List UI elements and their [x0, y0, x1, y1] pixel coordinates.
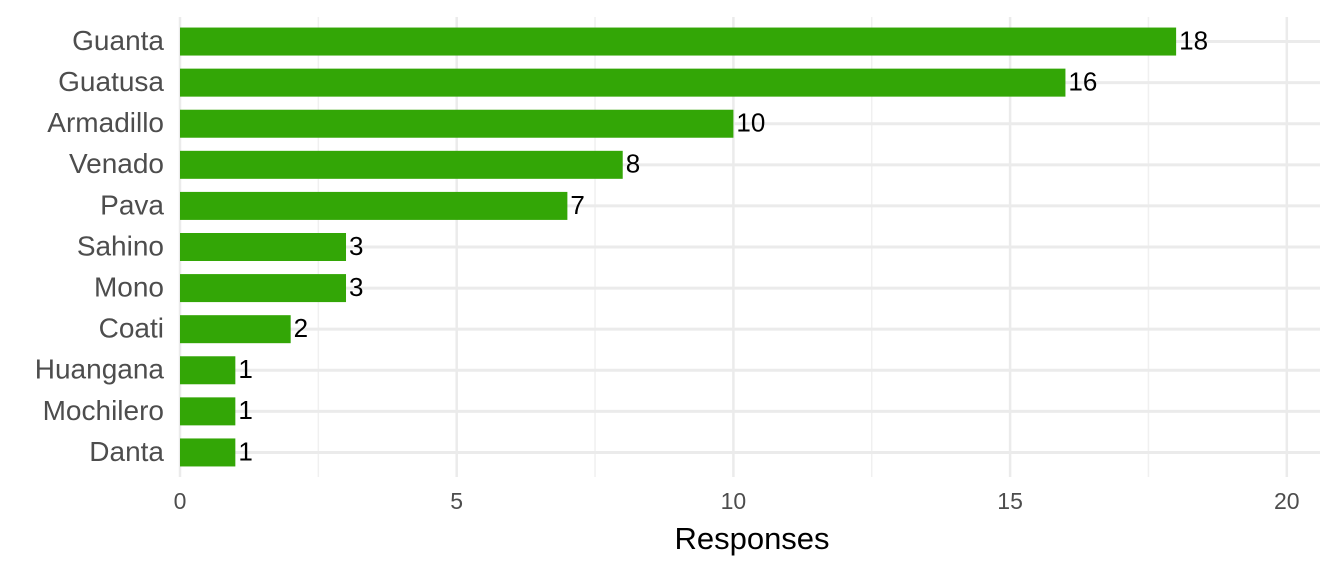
x-tick-label: 10 — [721, 488, 747, 514]
data-label: 8 — [626, 149, 640, 179]
bar — [180, 315, 291, 344]
y-tick-label: Armadillo — [47, 107, 164, 138]
data-label: 16 — [1068, 67, 1097, 97]
y-tick-label: Guatusa — [58, 66, 164, 97]
bar — [180, 68, 1066, 97]
x-tick-label: 5 — [450, 488, 463, 514]
y-tick-label: Huangana — [35, 354, 165, 385]
y-tick-label: Mochilero — [43, 395, 164, 426]
bar — [180, 356, 236, 385]
x-tick-label: 20 — [1274, 488, 1300, 514]
data-label: 1 — [238, 436, 252, 466]
data-label: 3 — [349, 231, 363, 261]
data-label: 1 — [238, 395, 252, 425]
data-label: 1 — [238, 354, 252, 384]
x-tick-label: 15 — [997, 488, 1023, 514]
y-tick-label: Pava — [100, 189, 164, 220]
bar — [180, 191, 568, 220]
x-tick-label: 0 — [174, 488, 187, 514]
bar — [180, 438, 236, 467]
y-tick-label: Coati — [99, 313, 164, 344]
data-label: 7 — [570, 190, 584, 220]
data-label: 2 — [294, 313, 308, 343]
bar — [180, 397, 236, 426]
y-tick-label: Danta — [89, 436, 164, 467]
bar — [180, 274, 347, 303]
bar — [180, 233, 347, 261]
y-tick-label: Venado — [69, 148, 164, 179]
x-axis-title: Responses — [674, 521, 829, 556]
data-label: 18 — [1179, 25, 1208, 55]
bar — [180, 109, 734, 138]
data-label: 3 — [349, 272, 363, 302]
y-tick-label: Guanta — [72, 25, 164, 56]
y-tick-label: Mono — [94, 271, 164, 302]
y-tick-label: Sahino — [77, 230, 164, 261]
bar — [180, 150, 623, 179]
data-label: 10 — [736, 108, 765, 138]
bar — [180, 27, 1177, 56]
